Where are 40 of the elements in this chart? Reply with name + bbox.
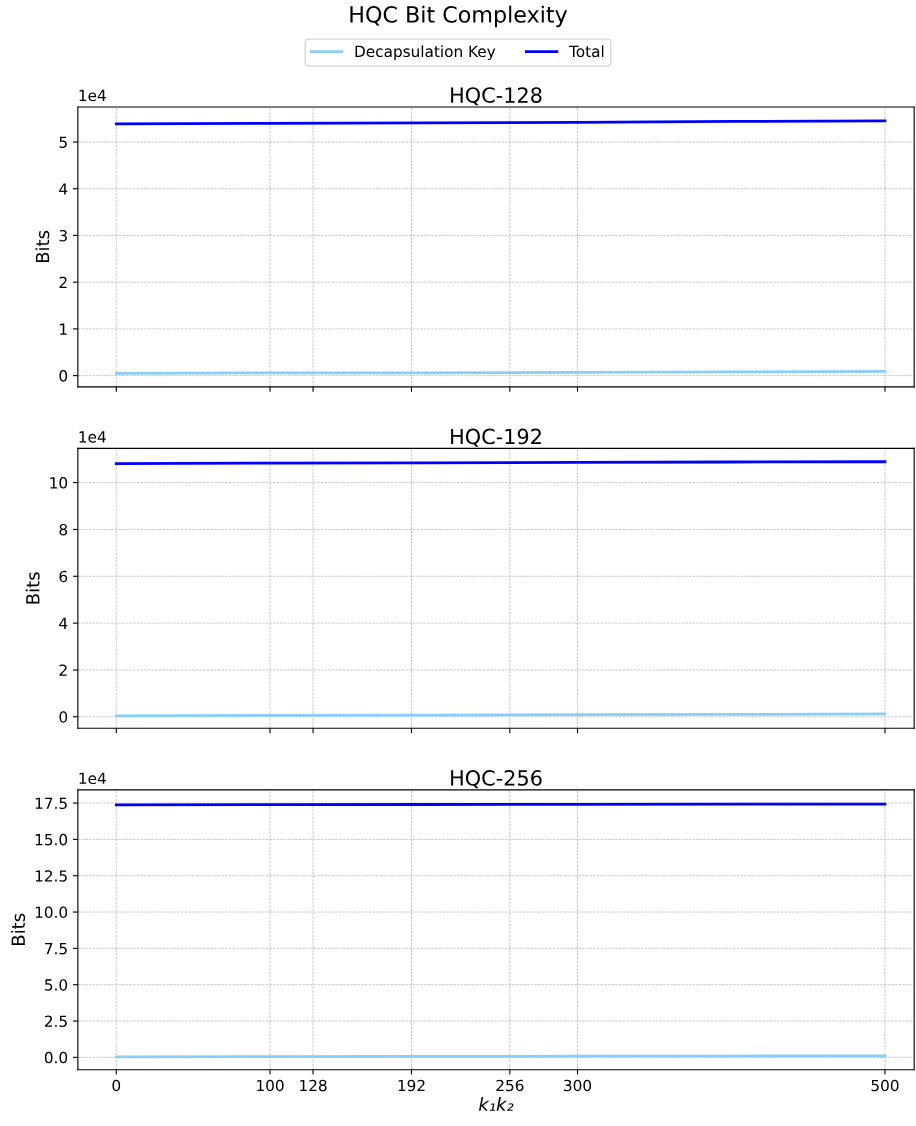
y-tick-label: 10 — [50, 477, 68, 489]
y-tick-label: 5.0 — [45, 979, 68, 991]
x-tick-label: 300 — [564, 1079, 592, 1092]
y-tick-label: 2 — [59, 664, 67, 676]
y-axis-title: Bits — [11, 913, 26, 945]
y-tick-label: 15.0 — [35, 833, 68, 846]
y-tick-label: 4 — [59, 183, 68, 195]
chart-title: HQC Bit Complexity — [350, 5, 568, 28]
x-axis-title: k₁k₂ — [478, 1096, 514, 1111]
x-tick-label: 128 — [300, 1079, 327, 1092]
chart-title: HQC-192 — [451, 428, 541, 447]
y-tick-label: 6 — [59, 570, 68, 583]
y-tick-label: 17.5 — [35, 797, 67, 810]
legend-label: Decapsulation Key — [355, 45, 496, 61]
chart-subtitle: HQC-128 — [451, 87, 542, 106]
y-tick-label: 0.0 — [44, 1051, 68, 1064]
y-tick-label: 1 — [60, 323, 67, 335]
text: 1e4 — [79, 772, 106, 785]
x-tick-label: 192 — [398, 1079, 425, 1092]
y-tick-label: 4 — [59, 617, 68, 629]
y-axis-title: Bits — [25, 572, 40, 604]
y-tick-label: 8 — [59, 523, 68, 536]
y-tick-label: 12.5 — [35, 870, 67, 882]
y-tick-label: 2 — [59, 276, 67, 288]
x-tick-label: 100 — [257, 1079, 284, 1092]
y-tick-label: 10.0 — [35, 906, 68, 919]
x-tick-label: 256 — [496, 1079, 524, 1092]
y-tick-label: 2.5 — [44, 1015, 67, 1028]
x-tick-label: 500 — [871, 1079, 899, 1092]
y-tick-label: 5 — [59, 136, 67, 149]
text: 1e4 — [79, 89, 106, 102]
y-tick-label: 3 — [59, 229, 67, 242]
y-tick-label: 0 — [59, 370, 68, 382]
chart-title: HQC-256 — [451, 770, 542, 789]
legend-label: Total — [569, 45, 604, 58]
text: 1e4 — [79, 431, 106, 443]
y-tick-label: 0 — [59, 711, 68, 723]
x-tick-label: 0 — [112, 1079, 121, 1092]
y-tick-label: 7.5 — [45, 943, 67, 955]
y-axis-title: Bits — [35, 230, 50, 263]
